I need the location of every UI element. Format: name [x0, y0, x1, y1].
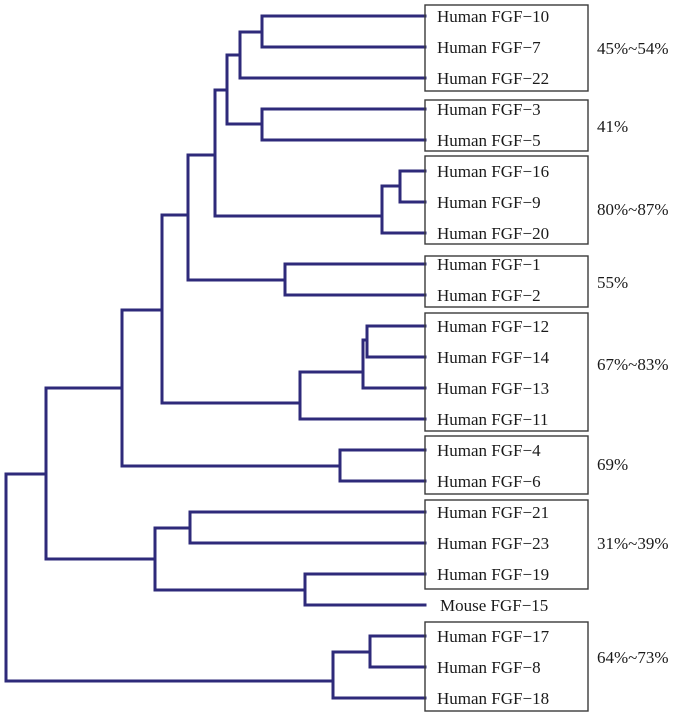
branch-fgf21-fgf23: [188, 510, 427, 545]
identity-label: 64%~73%: [597, 648, 669, 667]
leaf-label: Human FGF−10: [437, 7, 549, 26]
leaf-label: Human FGF−2: [437, 286, 541, 305]
branch-fgf10-7-22: [238, 30, 427, 80]
branch-join-fgf9-subfamily: [213, 88, 384, 218]
branch-join-fgf4-subfamily: [120, 308, 342, 468]
branch-fgf19-subfamily: [153, 526, 307, 592]
tree-branches: [4, 14, 427, 700]
leaf-label: Human FGF−17: [437, 627, 550, 646]
leaf-label: Human FGF−20: [437, 224, 549, 243]
group-box-fgf3-5: [424, 99, 589, 152]
branch-fgf19-fgf15: [303, 572, 427, 607]
branch-join-fgf1-subfamily: [186, 153, 287, 282]
branch-join-fgf19-subfamily: [44, 386, 157, 561]
identity-label: 45%~54%: [597, 39, 669, 58]
branch-fgf7-subfamily-fgf3-5: [225, 53, 264, 126]
leaf-label: Human FGF−7: [437, 38, 541, 57]
group-box-fgf1-2: [424, 255, 589, 308]
leaf-label: Human FGF−22: [437, 69, 549, 88]
branch-fgf3-fgf5: [260, 107, 427, 142]
group-box-fgf19-subfamily: [424, 499, 589, 590]
branch-fgf17-8-18: [331, 650, 427, 700]
identity-label: 67%~83%: [597, 355, 669, 374]
branch-fgf10-fgf7: [260, 14, 427, 49]
identity-label: 55%: [597, 273, 628, 292]
leaf-label: Human FGF−14: [437, 348, 550, 367]
leaf-labels: Human FGF−10 Human FGF−7 Human FGF−22 Hu…: [437, 7, 550, 708]
leaf-label: Human FGF−11: [437, 410, 548, 429]
identity-label: 69%: [597, 455, 628, 474]
identity-label: 41%: [597, 117, 628, 136]
leaf-label: Human FGF−18: [437, 689, 549, 708]
group-box-fgf11-subfamily: [424, 312, 589, 432]
leaf-label: Human FGF−9: [437, 193, 541, 212]
identity-label: 80%~87%: [597, 200, 669, 219]
branch-fgf12-fgf14: [365, 324, 427, 359]
leaf-label: Human FGF−23: [437, 534, 549, 553]
leaf-label: Human FGF−5: [437, 131, 541, 150]
leaf-label: Human FGF−21: [437, 503, 549, 522]
group-box-fgf8-subfamily: [424, 621, 589, 712]
leaf-label: Mouse FGF−15: [440, 596, 548, 615]
leaf-label: Human FGF−4: [437, 441, 541, 460]
leaf-label: Human FGF−12: [437, 317, 549, 336]
identity-labels: 45%~54% 41% 80%~87% 55% 67%~83% 69% 31%~…: [597, 39, 669, 667]
branch-fgf16-fgf9: [398, 169, 427, 204]
branch-fgf12-14-13-11: [298, 370, 427, 421]
leaf-label: Human FGF−16: [437, 162, 549, 181]
branch-fgf4-fgf6: [338, 448, 427, 483]
leaf-label: Human FGF−6: [437, 472, 541, 491]
branch-join-fgf11-subfamily: [160, 213, 302, 405]
group-box-fgf9-subfamily: [424, 155, 589, 245]
group-boxes: [424, 4, 589, 712]
leaf-label: Human FGF−3: [437, 100, 541, 119]
leaf-label: Human FGF−19: [437, 565, 549, 584]
branch-root: [4, 472, 335, 683]
branch-fgf12-14-13: [361, 338, 427, 390]
identity-label: 31%~39%: [597, 534, 669, 553]
branch-fgf17-fgf8: [368, 634, 427, 669]
group-box-fgf7-subfamily: [424, 4, 589, 92]
branch-fgf16-9-20: [380, 184, 427, 235]
group-box-fgf4-6: [424, 435, 589, 495]
leaf-label: Human FGF−1: [437, 255, 541, 274]
leaf-label: Human FGF−8: [437, 658, 541, 677]
branch-fgf1-fgf2: [283, 262, 427, 297]
leaf-label: Human FGF−13: [437, 379, 549, 398]
